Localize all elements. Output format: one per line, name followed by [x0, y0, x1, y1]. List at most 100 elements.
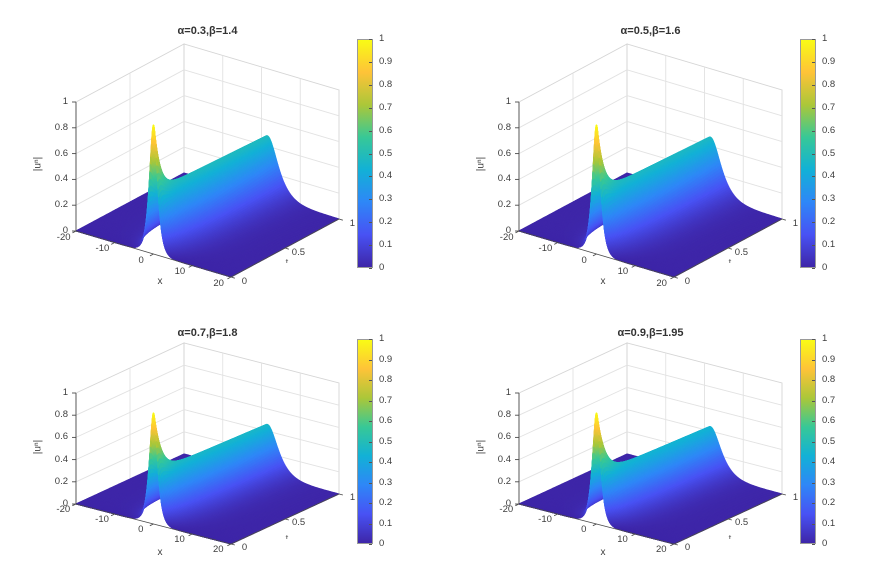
t-axis-label: t: [285, 533, 289, 539]
colorbar-tick-label: 0.4: [379, 456, 393, 467]
colorbar-tick-mark: [369, 524, 372, 525]
x-axis-label: x: [600, 547, 606, 558]
x-tick-label: -10: [95, 513, 109, 525]
t-tick-label: 1: [792, 492, 799, 504]
z-tick-label: 0.4: [497, 453, 511, 465]
x-tick-label: 0: [138, 523, 144, 535]
x-tick-label: -20: [56, 231, 71, 243]
colorbar-tick-mark: [812, 62, 815, 63]
z-tick-label: 0.2: [54, 475, 68, 487]
subplot-4: α=0.9,β=1.95 x t |uⁿ| -20 -10 0 10 20 0 0.5 1 0 0…: [443, 287, 886, 574]
colorbar-tick-label: 0.8: [822, 374, 836, 385]
subplot-title: α=0.5,β=1.6: [620, 25, 681, 37]
colorbar-tick-mark: [369, 108, 372, 109]
t-tick-label: 0: [684, 542, 691, 554]
colorbar-tick-mark: [369, 462, 372, 463]
t-tick-label: 1: [349, 217, 356, 229]
colorbar-tick-mark: [812, 85, 815, 86]
colorbar-tick-label: 0.1: [822, 239, 836, 251]
colorbar-tick-label: 0.4: [822, 456, 836, 467]
colorbar-tick-label: 1: [822, 333, 828, 344]
z-tick-label: 1: [505, 96, 511, 107]
z-tick-label: 0.6: [497, 431, 511, 443]
x-tick-label: 20: [656, 277, 667, 289]
t-tick-label: 1: [792, 217, 799, 229]
x-tick-label: -20: [499, 503, 514, 515]
colorbar: [357, 39, 373, 268]
colorbar-tick-label: 0.8: [822, 78, 836, 90]
colorbar-tick-label: 0: [822, 262, 828, 273]
colorbar-tick-label: 0.8: [379, 78, 393, 90]
colorbar-tick-label: 0.6: [822, 415, 836, 426]
t-tick-label: 0.5: [734, 517, 749, 529]
colorbar-tick-mark: [369, 544, 372, 545]
colorbar-tick-mark: [369, 85, 372, 86]
t-tick-label: 0: [241, 275, 248, 287]
colorbar-tick-mark: [812, 421, 815, 422]
colorbar-tick-mark: [369, 401, 372, 402]
colorbar-tick-label: 0.1: [379, 517, 393, 529]
colorbar-tick-label: 0.4: [822, 170, 836, 182]
x-axis-label: x: [600, 276, 606, 287]
z-tick-label: 0: [62, 498, 68, 509]
colorbar-tick-mark: [812, 503, 815, 504]
colorbar-tick-label: 0.2: [822, 216, 836, 228]
x-tick-label: 0: [581, 523, 587, 535]
colorbar-tick-mark: [812, 268, 815, 269]
colorbar: [357, 339, 373, 544]
z-tick-label: 0.2: [497, 475, 511, 487]
surface-3d-canvas: [443, 0, 886, 287]
z-tick-label: 0.6: [54, 147, 68, 159]
surface-3d-canvas: [0, 0, 443, 287]
colorbar-tick-mark: [369, 176, 372, 177]
colorbar-tick-label: 0.3: [379, 193, 393, 205]
colorbar: [800, 339, 816, 544]
x-tick-label: 10: [617, 533, 628, 545]
z-tick-label: 0: [505, 225, 511, 236]
t-tick-label: 0: [684, 275, 691, 287]
colorbar-tick-mark: [369, 421, 372, 422]
colorbar-tick-mark: [812, 483, 815, 484]
z-axis-label: |uⁿ|: [32, 439, 44, 455]
x-tick-label: 0: [581, 254, 587, 266]
subplot-title: α=0.7,β=1.8: [177, 327, 238, 339]
x-tick-label: 10: [617, 266, 629, 278]
z-tick-label: 0.6: [497, 147, 511, 159]
colorbar-tick-label: 0.2: [379, 497, 393, 508]
colorbar-tick-mark: [812, 131, 815, 132]
colorbar-tick-label: 0.2: [379, 216, 393, 228]
colorbar-tick-label: 0.5: [822, 435, 836, 447]
colorbar-tick-mark: [369, 154, 372, 155]
subplot-title: α=0.9,β=1.95: [617, 327, 684, 339]
subplot-3: α=0.7,β=1.8 x t |uⁿ| -20 -10 0 10 20 0 0.5 1 0 0.…: [0, 287, 443, 574]
x-axis-label: x: [157, 547, 163, 558]
x-tick-label: -20: [499, 231, 514, 243]
z-tick-label: 0: [505, 498, 511, 509]
colorbar-tick-mark: [812, 462, 815, 463]
t-tick-label: 0.5: [291, 246, 306, 258]
colorbar-tick-mark: [369, 360, 372, 361]
colorbar-tick-label: 0.9: [379, 55, 393, 67]
x-tick-label: -20: [56, 503, 71, 515]
colorbar-tick-label: 0: [822, 538, 828, 549]
colorbar-tick-label: 0.7: [379, 394, 393, 406]
colorbar-tick-label: 0.9: [822, 353, 836, 365]
x-tick-label: -10: [538, 513, 552, 525]
t-tick-label: 0: [241, 542, 248, 554]
colorbar-tick-mark: [812, 339, 815, 340]
colorbar-tick-mark: [369, 339, 372, 340]
colorbar-tick-mark: [812, 154, 815, 155]
z-tick-label: 0.2: [54, 199, 68, 211]
subplot-title: α=0.3,β=1.4: [177, 25, 238, 37]
colorbar-tick-label: 0.5: [379, 147, 393, 159]
t-axis-label: t: [728, 533, 732, 539]
t-axis-label: t: [285, 257, 289, 263]
z-tick-label: 0: [62, 225, 68, 236]
t-tick-label: 0.5: [734, 246, 749, 258]
colorbar-tick-label: 0.9: [822, 55, 836, 67]
colorbar-tick-label: 0.3: [822, 476, 836, 488]
z-tick-label: 1: [62, 387, 68, 398]
z-tick-label: 1: [62, 96, 68, 107]
t-tick-label: 0.5: [291, 517, 306, 529]
